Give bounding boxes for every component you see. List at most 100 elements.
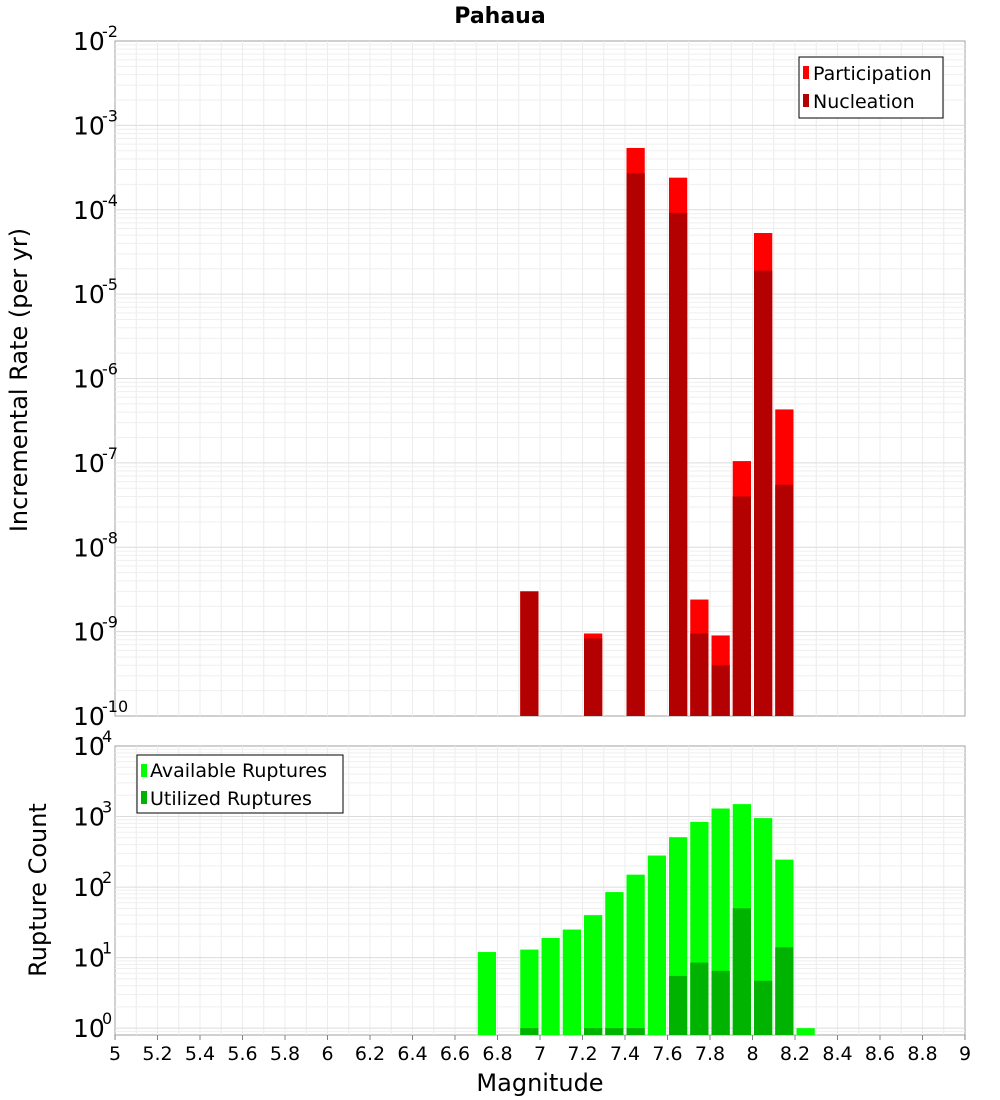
rate-legend-box [798, 56, 944, 119]
count-legend: Available Ruptures Utilized Ruptures [136, 754, 344, 814]
y-tick-exponent: -7 [102, 444, 118, 463]
rate-bar [626, 173, 645, 716]
x-tick-label: 5 [109, 1043, 121, 1065]
y-tick-exponent: -5 [102, 275, 118, 294]
y-tick-label: 102 [73, 868, 112, 902]
y-tick-label: 103 [73, 798, 112, 832]
y-tick-label: 10-8 [73, 528, 118, 562]
y-tick-label: 10-7 [73, 444, 118, 478]
y-tick-base: 10 [73, 944, 105, 973]
rate-bar [711, 665, 730, 716]
x-tick-label: 5.8 [270, 1043, 300, 1065]
count-y-axis-label: Rupture Count [24, 803, 52, 977]
count-bar [796, 1028, 815, 1035]
y-tick-label: 10-10 [73, 697, 128, 731]
rate-bars [520, 147, 794, 716]
y-tick-base: 10 [73, 702, 105, 731]
count-bar [520, 1028, 539, 1035]
y-tick-exponent: 1 [102, 939, 112, 958]
rate-bar [775, 484, 794, 716]
y-tick-base: 10 [73, 533, 105, 562]
x-axis-label: Magnitude [476, 1069, 603, 1097]
y-tick-base: 10 [73, 196, 105, 225]
count-bar [626, 1028, 645, 1035]
count-bar [669, 975, 688, 1035]
y-tick-base: 10 [73, 618, 105, 647]
legend-swatch-participation [803, 66, 809, 79]
y-tick-exponent: 4 [102, 727, 112, 746]
count-bar [605, 892, 624, 1035]
y-tick-label: 10-4 [73, 191, 118, 225]
x-tick-label: 7.6 [652, 1043, 682, 1065]
y-tick-label: 10-6 [73, 360, 118, 394]
x-tick-label: 7 [534, 1043, 546, 1065]
y-tick-label: 10-9 [73, 613, 118, 647]
rate-gridlines [115, 41, 965, 716]
legend-label-participation: Participation [813, 63, 932, 85]
x-tick-label: 8 [746, 1043, 758, 1065]
count-bar [690, 962, 709, 1035]
y-tick-label: 101 [73, 939, 112, 973]
count-bars [477, 804, 815, 1035]
y-tick-base: 10 [73, 803, 105, 832]
rate-bar [669, 212, 688, 716]
y-tick-base: 10 [73, 732, 105, 761]
y-tick-base: 10 [73, 280, 105, 309]
x-tick-label: 6.6 [440, 1043, 470, 1065]
count-bar [626, 874, 645, 1035]
y-tick-exponent: -9 [102, 613, 118, 632]
y-tick-exponent: 2 [102, 868, 112, 887]
y-tick-exponent: -3 [102, 106, 118, 125]
x-tick-label: 6 [321, 1043, 333, 1065]
legend-label-nucleation: Nucleation [813, 91, 915, 113]
count-bar [647, 855, 666, 1035]
x-tick-label: 5.4 [185, 1043, 215, 1065]
x-tick-label: 8.8 [907, 1043, 937, 1065]
x-tick-label: 6.2 [355, 1043, 385, 1065]
y-tick-exponent: -4 [102, 191, 118, 210]
y-tick-label: 104 [73, 727, 112, 761]
count-bar [520, 949, 539, 1035]
count-bar [711, 970, 730, 1035]
count-bar [584, 1028, 603, 1035]
rate-series-nucleation [520, 173, 794, 716]
y-tick-base: 10 [73, 1014, 105, 1043]
y-tick-exponent: -6 [102, 360, 118, 379]
chart-title: Pahaua [454, 4, 545, 29]
rate-legend: Participation Nucleation [798, 56, 944, 119]
rate-bar [732, 496, 751, 716]
x-tick-label: 7.8 [695, 1043, 725, 1065]
x-tick-label: 8.2 [780, 1043, 810, 1065]
legend-label-available: Available Ruptures [150, 760, 327, 782]
count-series-utilized-ruptures [520, 908, 794, 1035]
legend-label-utilized: Utilized Ruptures [150, 788, 312, 810]
y-tick-label: 10-2 [73, 22, 118, 56]
rate-bar [690, 633, 709, 716]
count-bar [732, 908, 751, 1035]
x-tick-label: 8.6 [865, 1043, 895, 1065]
legend-swatch-utilized [141, 791, 147, 804]
count-bar [541, 937, 560, 1035]
y-tick-label: 10-5 [73, 275, 118, 309]
legend-swatch-available [141, 764, 147, 777]
y-tick-label: 10-3 [73, 106, 118, 140]
rate-y-axis-label: Incremental Rate (per yr) [5, 228, 33, 532]
count-gridlines [115, 746, 965, 1035]
y-tick-base: 10 [73, 449, 105, 478]
x-tick-label: 5.2 [142, 1043, 172, 1065]
count-legend-box [136, 754, 344, 814]
y-tick-label: 100 [73, 1009, 112, 1043]
y-tick-exponent: -8 [102, 528, 118, 547]
x-tick-label: 9 [959, 1043, 971, 1065]
y-tick-base: 10 [73, 873, 105, 902]
count-bar [605, 1028, 624, 1035]
y-tick-base: 10 [73, 111, 105, 140]
y-tick-exponent: 3 [102, 798, 112, 817]
y-tick-base: 10 [73, 27, 105, 56]
x-tick-label: 8.4 [822, 1043, 852, 1065]
count-bar [477, 952, 496, 1035]
y-tick-base: 10 [73, 365, 105, 394]
count-bar [584, 915, 603, 1035]
